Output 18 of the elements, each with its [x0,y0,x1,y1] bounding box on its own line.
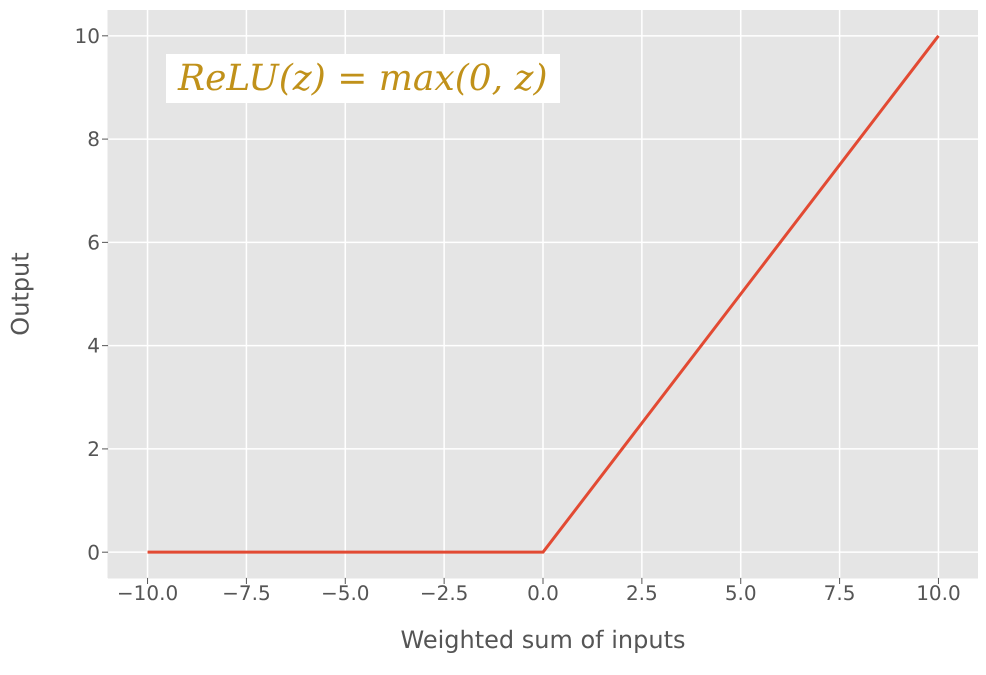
y-tick-label: 0 [87,540,100,564]
y-tick-label: 4 [87,334,100,358]
x-tick-label: 5.0 [724,581,757,606]
x-axis-title: Weighted sum of inputs [400,626,686,654]
x-tick-label: 7.5 [824,581,856,606]
x-tick-label: 10.0 [916,581,961,606]
y-tick-label: 10 [74,24,100,48]
x-tick-label: −5.0 [320,581,370,606]
y-tick-label: 6 [87,230,100,254]
x-tick-label: 2.5 [626,581,658,606]
x-tick-label: −10.0 [116,581,178,606]
annotation: ReLU(z) = max(0, z) [166,54,560,103]
y-tick-label: 8 [87,127,100,152]
y-tick-label: 2 [87,437,100,462]
y-axis-title: Output [6,252,35,336]
x-tick-label: −7.5 [222,581,271,606]
x-tick-label: 0.0 [527,581,559,606]
x-tick-label: −2.5 [420,581,468,606]
